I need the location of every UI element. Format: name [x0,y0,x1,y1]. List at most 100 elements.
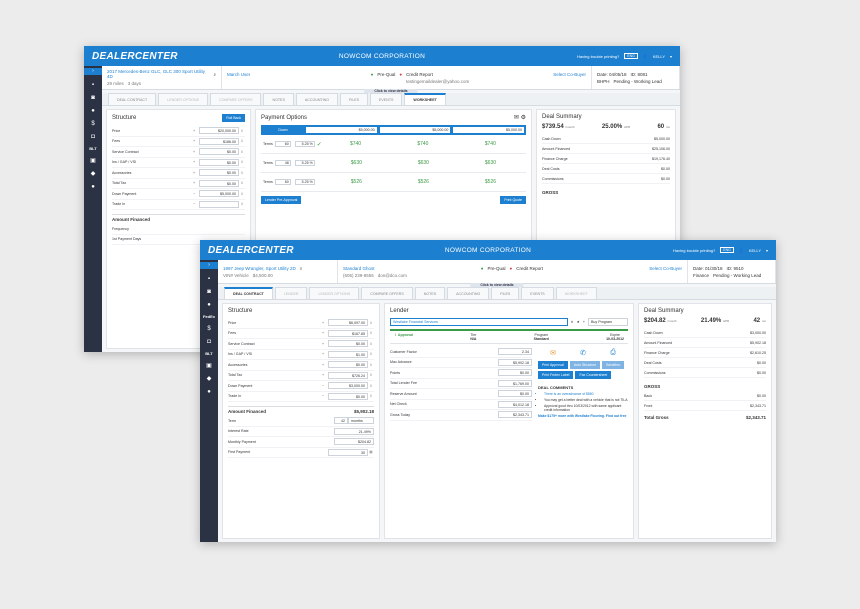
bhph-icon[interactable]: BLT [205,351,213,356]
dollar-icon[interactable]: $ [91,121,95,127]
payment-amount[interactable]: $630 [417,160,429,166]
field-input[interactable]: $0.00 [328,392,368,400]
search-icon[interactable]: ⌕ [299,265,303,271]
sendthru-button[interactable]: Sendthru [602,361,625,369]
message-icon[interactable]: ● [207,389,211,395]
customer-name[interactable]: Standard Ghost [343,265,375,271]
field-input[interactable] [199,200,239,208]
mail-icon[interactable]: ✉ [513,115,519,121]
field-input[interactable]: $0.00 [498,390,532,398]
tag-icon[interactable]: ◆ [90,171,96,177]
calendar-icon[interactable]: ▦ [369,450,373,455]
tab-lender-options[interactable]: LENDER OPTIONS [158,93,208,105]
vehicle-name[interactable]: 2017 Mercedes-Benz GLC, GLC 300 Sport Ut… [107,69,206,79]
user-menu[interactable]: KELLY [748,247,761,253]
print-approval-button[interactable]: Print Approval [538,361,568,369]
stepper-icon[interactable]: ⇕ [240,170,244,175]
field-input[interactable]: $0.00 [199,179,239,187]
tab-compare-offers[interactable]: COMPARE OFFERS [209,93,262,105]
field-input[interactable]: 2.34 [498,348,532,356]
stepper-icon[interactable]: ⇕ [240,202,244,207]
payment-amount[interactable]: $526 [484,179,497,185]
lock-icon[interactable]: ▣ [90,158,96,164]
stepper-icon[interactable]: ⇕ [240,181,244,186]
stepper-icon[interactable]: ⇕ [369,373,373,378]
field-input[interactable]: $2,343.71 [498,411,532,419]
tab-accounting[interactable]: ACCOUNTING [447,287,490,299]
tab-events[interactable]: EVENTS [370,93,403,105]
field-input[interactable]: $0.00 [498,369,532,377]
lang-badge[interactable]: ENG [624,53,638,59]
tab-events[interactable]: EVENTS [521,287,554,299]
program-select[interactable]: Buy Program [588,318,628,326]
help-link[interactable]: Having trouble printing? [577,53,620,59]
stepper-icon[interactable]: ⇕ [369,331,373,336]
vehicle-info[interactable]: 1997 Jeep Wrangler, Sport Utility 2D ⌕ VI… [218,260,338,283]
term-input[interactable]: 48 [274,160,291,166]
payment-amount[interactable]: $526 [350,179,362,185]
prequal-link[interactable]: Pre-Qual [487,265,506,271]
stepper-icon[interactable]: ⇕ [240,160,244,165]
rate-input[interactable]: 5.25 % [294,160,315,166]
fedex-icon[interactable]: FedEx [202,314,215,319]
payment-amount[interactable]: $740 [417,141,429,147]
first-payment-input[interactable]: 30 [328,448,368,456]
field-input[interactable]: $167.85 [328,329,368,337]
stepper-icon[interactable]: ⇕ [240,128,244,133]
payment-amount[interactable]: $740 [349,141,362,147]
auto-structure-button[interactable]: Auto Structure [569,361,601,369]
tag-icon[interactable]: ◆ [206,376,212,382]
field-input[interactable]: $0.00 [328,361,368,369]
lang-badge[interactable]: ENG [720,247,734,253]
field-input[interactable]: $20,000.00 [199,127,239,135]
field-input[interactable]: $186.00 [199,137,239,145]
dollar-icon[interactable]: $ [207,326,211,332]
down-input-1[interactable]: $5,000.00 [306,127,377,133]
tab-files[interactable]: FILES [491,287,520,299]
field-input[interactable]: $6,097.00 [328,319,368,327]
stepper-icon[interactable]: ⇕ [369,320,373,325]
close-icon[interactable]: ✕ [570,320,574,324]
tab-lender[interactable]: LENDER [274,287,308,299]
mail-icon[interactable]: ✉ [550,350,556,357]
car-icon[interactable]: ◙ [207,289,211,295]
down-input-2[interactable]: $5,000.00 [379,127,451,133]
user-icon[interactable]: ● [91,108,95,114]
stepper-icon[interactable]: ⇕ [369,394,373,399]
tab-notes[interactable]: NOTES [414,287,446,299]
bhph-icon[interactable]: BLT [89,146,97,151]
tab-deal-contract[interactable]: DEAL CONTRACT [108,93,157,105]
payment-amount[interactable]: $630 [484,160,497,166]
chevron-down-icon[interactable]: ▾ [669,53,672,59]
prequal-link[interactable]: Pre-Qual [377,71,396,77]
chevron-down-icon[interactable]: ▾ [765,247,768,253]
print-quote-button[interactable]: Print Quote [500,196,526,204]
chat-icon[interactable]: ◘ [207,339,211,345]
field-input[interactable]: $0.00 [328,340,368,348]
monthly-payment-input[interactable]: $204.82 [334,438,374,446]
print-fedex-label-button[interactable]: Print Fedex Label [538,371,574,379]
stepper-icon[interactable]: ⇕ [369,383,373,388]
field-input[interactable]: $5,000.00 [199,190,239,198]
stepper-icon[interactable]: ⇕ [369,352,373,357]
roll-back-button[interactable]: Roll Back [222,114,245,122]
lender-pre-approval-button[interactable]: Lender Pre-Approval [261,196,302,204]
user-menu[interactable]: KELLY [652,53,665,59]
field-input[interactable]: $0.00 [199,169,239,177]
vehicle-name[interactable]: 1997 Jeep Wrangler, Sport Utility 2D [223,265,296,271]
term-input[interactable]: 42 [334,417,348,425]
lender-input[interactable]: Westlake Financial Services [390,318,568,326]
down-input-3[interactable]: $5,000.00 [453,127,525,133]
phone-icon[interactable]: ✆ [580,350,587,357]
help-link[interactable]: Having trouble printing? [673,247,716,253]
field-input[interactable]: $4,012.18 [498,400,532,408]
term-unit-select[interactable]: months [348,417,374,425]
gear-icon[interactable]: ⚙ [520,115,526,121]
credit-report-link[interactable]: Credit Report [406,71,433,77]
interest-rate-input[interactable]: 21.49% [334,427,374,435]
chat-icon[interactable]: ◘ [91,134,95,140]
view-details-toggle[interactable]: Click to view details [364,89,418,93]
payment-amount[interactable]: $526 [417,179,429,185]
search-icon[interactable]: ⌕ [213,71,216,77]
tab-notes[interactable]: NOTES [263,93,294,105]
